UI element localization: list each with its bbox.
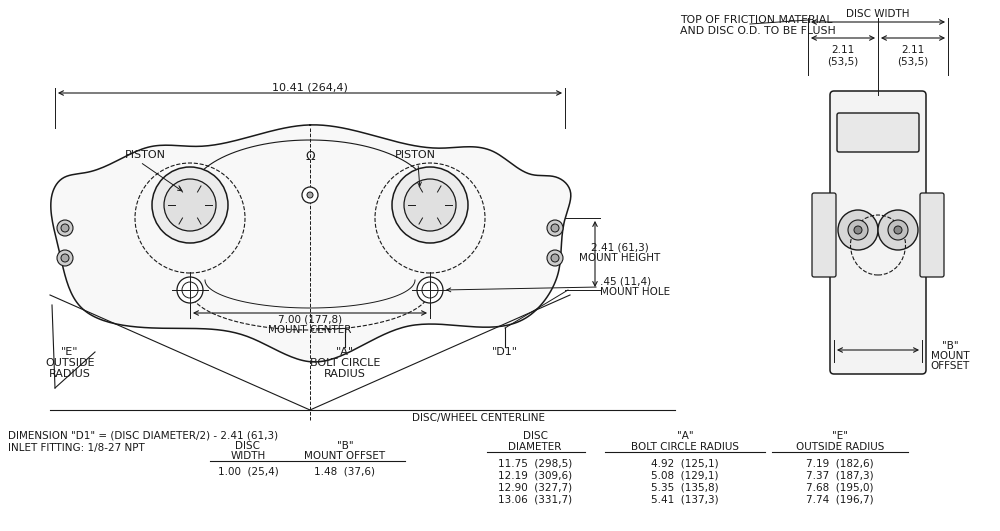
Circle shape — [177, 277, 203, 303]
Text: AND DISC O.D. TO BE FLUSH: AND DISC O.D. TO BE FLUSH — [680, 26, 836, 36]
Text: BOLT CIRCLE RADIUS: BOLT CIRCLE RADIUS — [631, 442, 739, 452]
Text: 4.92  (125,1): 4.92 (125,1) — [651, 458, 719, 468]
Text: DISC WIDTH: DISC WIDTH — [846, 9, 910, 19]
FancyBboxPatch shape — [830, 91, 926, 374]
Circle shape — [838, 210, 878, 250]
Text: 12.19  (309,6): 12.19 (309,6) — [498, 470, 572, 480]
Text: 10.41 (264,4): 10.41 (264,4) — [272, 83, 348, 93]
Text: BOLT CIRCLE: BOLT CIRCLE — [310, 358, 380, 368]
Text: 1.00  (25,4): 1.00 (25,4) — [218, 466, 278, 476]
Text: "B": "B" — [337, 441, 353, 451]
Text: "B": "B" — [942, 341, 958, 351]
Text: (53,5): (53,5) — [897, 56, 929, 66]
Text: "E": "E" — [61, 347, 79, 357]
Circle shape — [848, 220, 868, 240]
Text: OUTSIDE: OUTSIDE — [45, 358, 95, 368]
Circle shape — [551, 224, 559, 232]
Circle shape — [152, 167, 228, 243]
Text: .45 (11,4): .45 (11,4) — [600, 277, 651, 287]
Circle shape — [57, 220, 73, 236]
Text: PISTON: PISTON — [395, 150, 436, 160]
Text: TOP OF FRICTION MATERIAL: TOP OF FRICTION MATERIAL — [680, 15, 832, 25]
Text: 2.41 (61,3): 2.41 (61,3) — [591, 243, 649, 253]
Circle shape — [894, 226, 902, 234]
Text: 5.08  (129,1): 5.08 (129,1) — [651, 470, 719, 480]
FancyBboxPatch shape — [812, 193, 836, 277]
Circle shape — [61, 254, 69, 262]
Text: DISC: DISC — [522, 431, 548, 441]
Text: DISC: DISC — [236, 441, 260, 451]
Text: MOUNT HEIGHT: MOUNT HEIGHT — [579, 253, 661, 263]
Circle shape — [392, 167, 468, 243]
Text: 7.74  (196,7): 7.74 (196,7) — [806, 494, 874, 504]
Text: PISTON: PISTON — [125, 150, 166, 160]
Text: 7.68  (195,0): 7.68 (195,0) — [806, 482, 874, 492]
Circle shape — [878, 210, 918, 250]
Text: MOUNT HOLE: MOUNT HOLE — [600, 287, 670, 297]
Circle shape — [888, 220, 908, 240]
Text: 2.11: 2.11 — [901, 45, 925, 55]
Text: MOUNT OFFSET: MOUNT OFFSET — [304, 451, 386, 461]
Text: DIAMETER: DIAMETER — [508, 442, 562, 452]
Polygon shape — [51, 125, 571, 362]
Text: 1.48  (37,6): 1.48 (37,6) — [314, 466, 376, 476]
Text: "E": "E" — [832, 431, 848, 441]
Text: MOUNT: MOUNT — [931, 351, 969, 361]
Text: 7.19  (182,6): 7.19 (182,6) — [806, 458, 874, 468]
Text: "A": "A" — [677, 431, 693, 441]
Text: DIMENSION "D1" = (DISC DIAMETER/2) - 2.41 (61,3): DIMENSION "D1" = (DISC DIAMETER/2) - 2.4… — [8, 431, 278, 441]
Circle shape — [61, 224, 69, 232]
Text: DISC/WHEEL CENTERLINE: DISC/WHEEL CENTERLINE — [412, 413, 545, 423]
Text: "D1": "D1" — [492, 347, 518, 357]
Circle shape — [404, 179, 456, 231]
Text: OFFSET: OFFSET — [930, 361, 970, 371]
Circle shape — [302, 187, 318, 203]
Text: 2.11: 2.11 — [831, 45, 855, 55]
Text: (53,5): (53,5) — [827, 56, 859, 66]
Text: 12.90  (327,7): 12.90 (327,7) — [498, 482, 572, 492]
Text: 7.00 (177,8): 7.00 (177,8) — [278, 315, 342, 325]
FancyBboxPatch shape — [920, 193, 944, 277]
Text: RADIUS: RADIUS — [324, 369, 366, 379]
Text: OUTSIDE RADIUS: OUTSIDE RADIUS — [796, 442, 884, 452]
Text: INLET FITTING: 1/8-27 NPT: INLET FITTING: 1/8-27 NPT — [8, 443, 145, 453]
Circle shape — [854, 226, 862, 234]
Circle shape — [551, 254, 559, 262]
Circle shape — [57, 250, 73, 266]
Text: 5.35  (135,8): 5.35 (135,8) — [651, 482, 719, 492]
Text: RADIUS: RADIUS — [49, 369, 91, 379]
FancyBboxPatch shape — [837, 113, 919, 152]
Text: 7.37  (187,3): 7.37 (187,3) — [806, 470, 874, 480]
Text: 11.75  (298,5): 11.75 (298,5) — [498, 458, 572, 468]
Text: "A": "A" — [336, 347, 354, 357]
Text: Ω: Ω — [305, 150, 315, 164]
Circle shape — [547, 250, 563, 266]
Circle shape — [307, 192, 313, 198]
Text: 13.06  (331,7): 13.06 (331,7) — [498, 494, 572, 504]
Circle shape — [417, 277, 443, 303]
Text: 5.41  (137,3): 5.41 (137,3) — [651, 494, 719, 504]
Circle shape — [164, 179, 216, 231]
Text: MOUNT CENTER: MOUNT CENTER — [268, 325, 352, 335]
Text: WIDTH: WIDTH — [230, 451, 266, 461]
Circle shape — [547, 220, 563, 236]
